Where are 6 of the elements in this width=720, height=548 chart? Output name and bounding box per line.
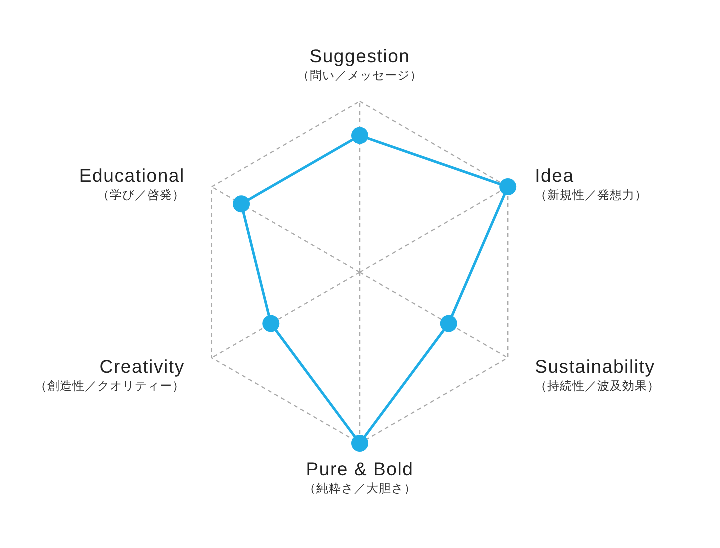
spoke-label: Idea （新規性／発想力） <box>535 165 648 202</box>
spoke-label: Creativity （創造性／クオリティー） <box>34 356 185 393</box>
spoke-label: Educational （学び／啓発） <box>79 165 185 202</box>
spoke-label: Pure & Bold （純粋さ／大胆さ） <box>304 458 416 496</box>
spoke-label: Sustainability （持続性／波及効果） <box>535 356 660 393</box>
spoke-label: Suggestion （問い／メッセージ） <box>298 46 422 82</box>
